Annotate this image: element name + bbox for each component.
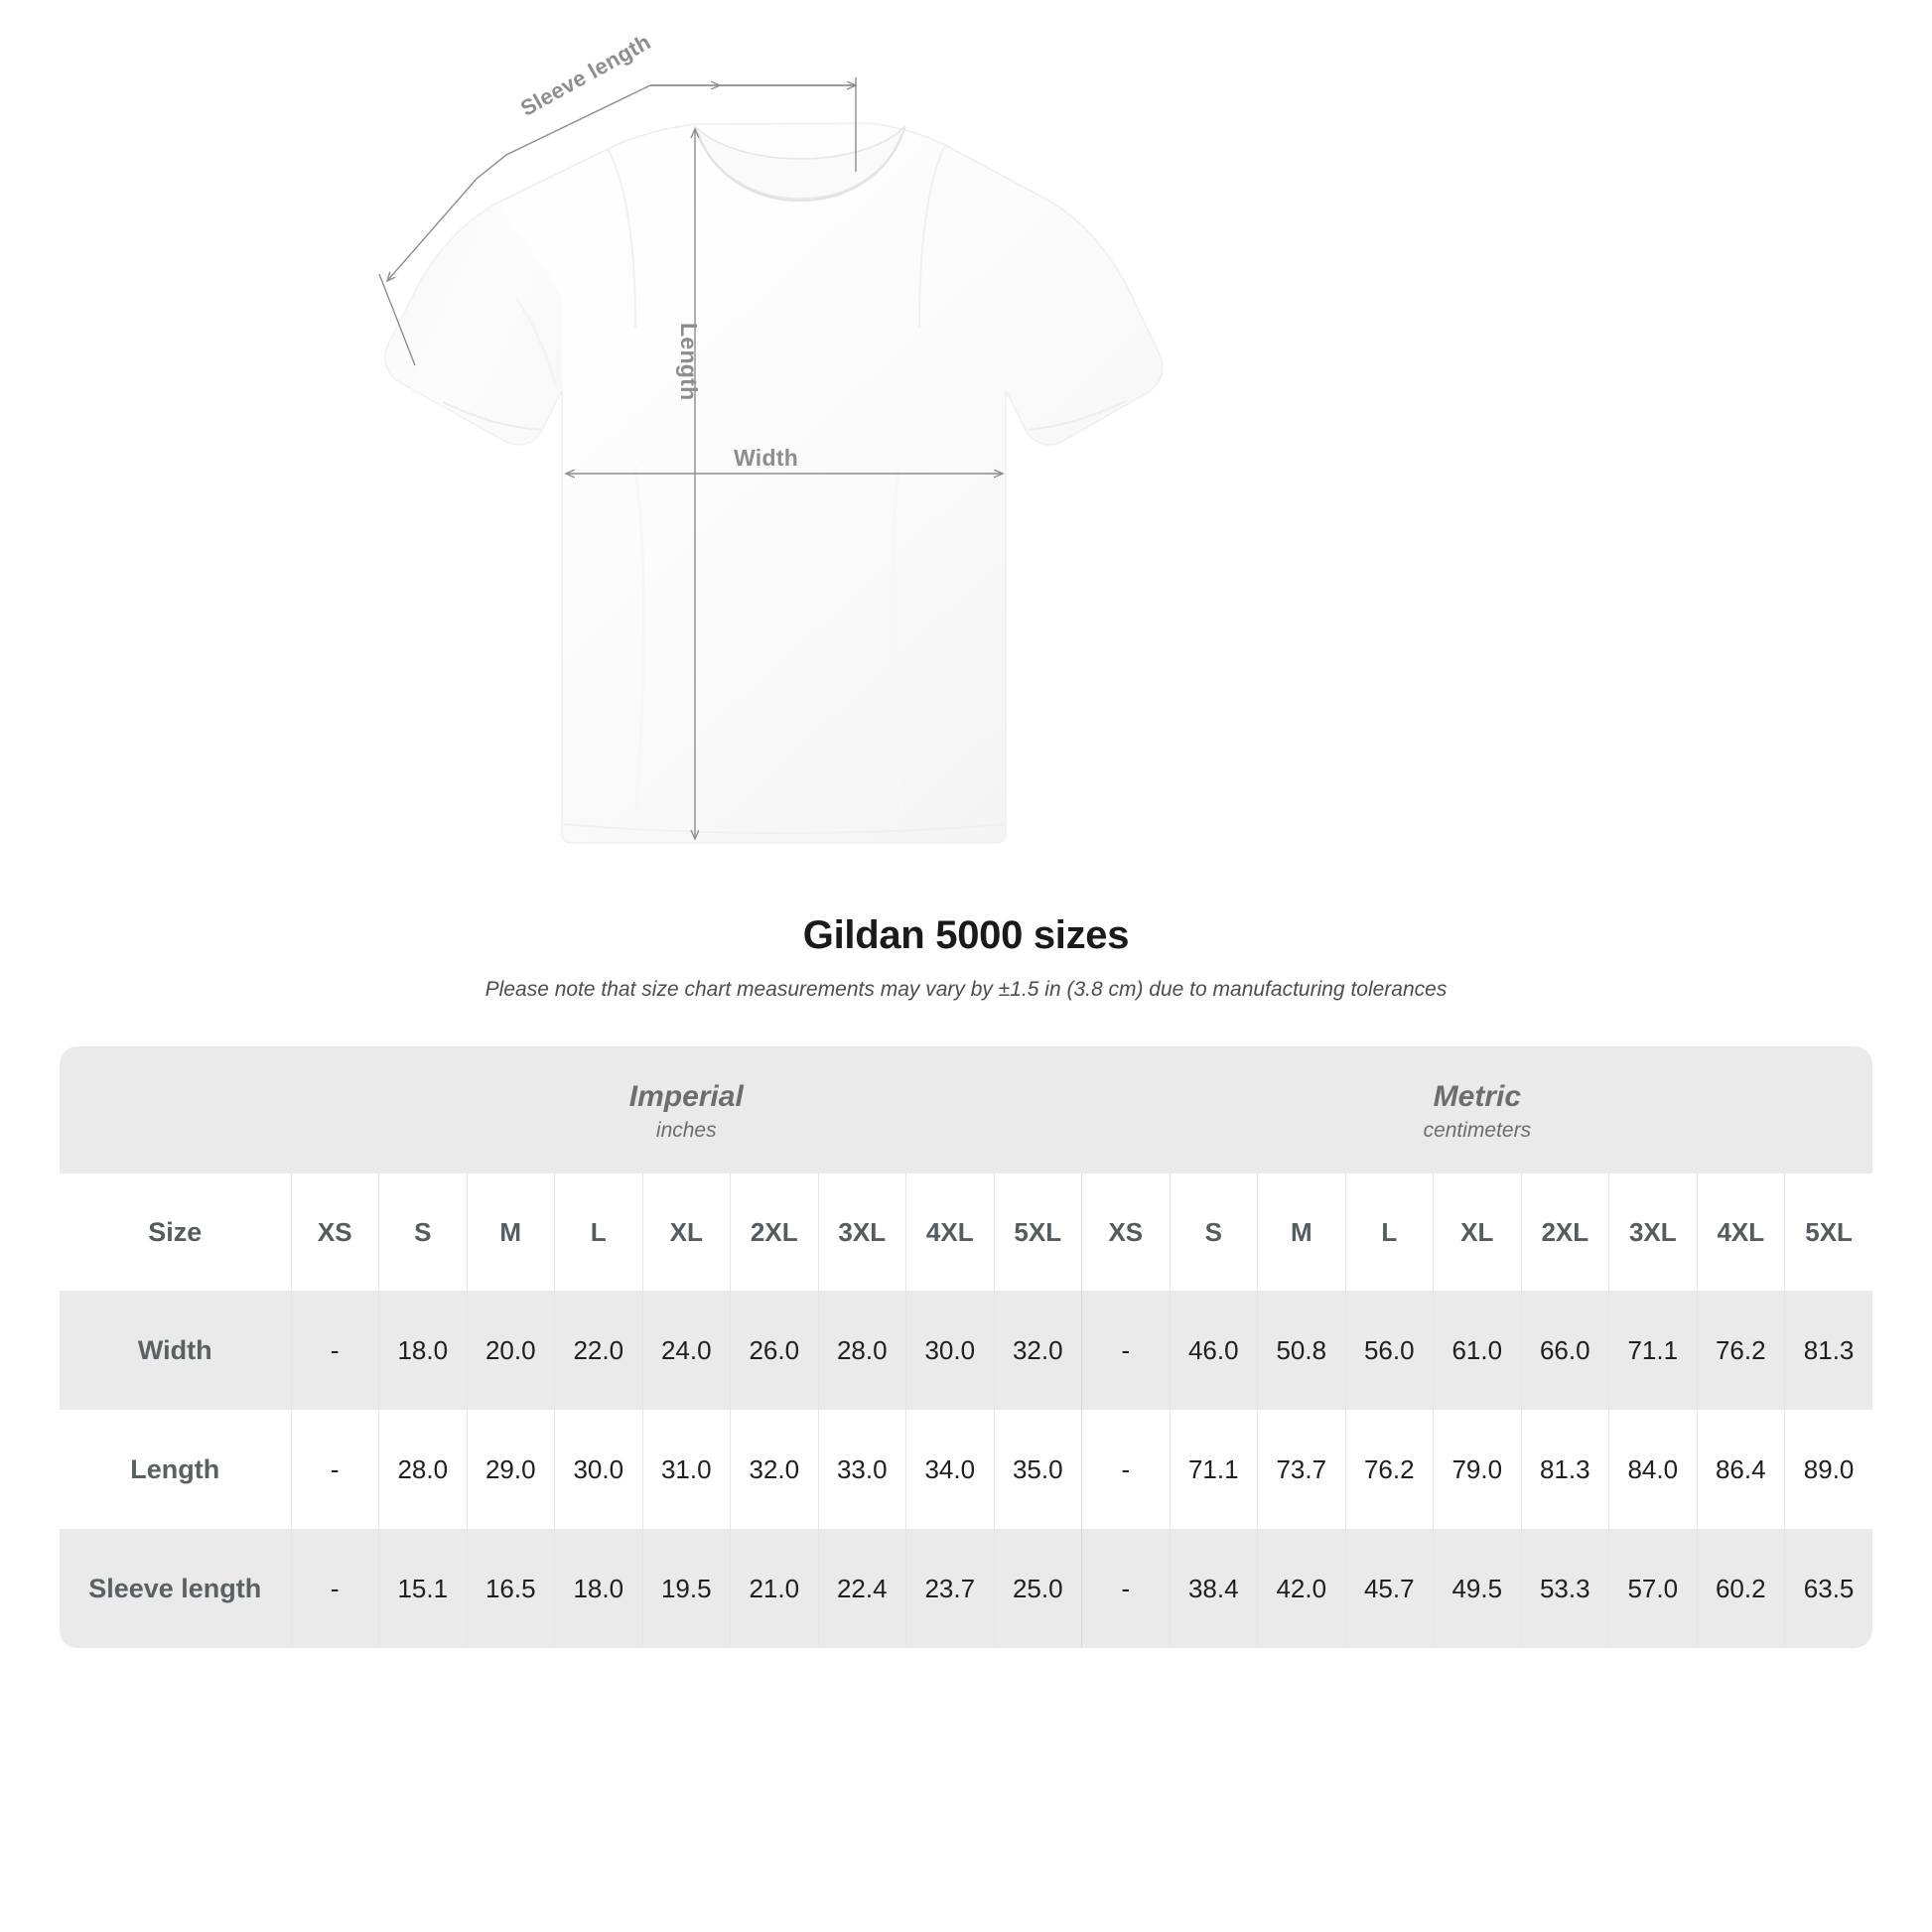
size-col-imperial-l: L xyxy=(554,1173,642,1291)
size-col-metric-5xl: 5XL xyxy=(1784,1173,1873,1291)
size-col-imperial-s: S xyxy=(378,1173,467,1291)
cell-width-met-4xl: 76.2 xyxy=(1696,1291,1785,1410)
size-col-metric-s: S xyxy=(1169,1173,1258,1291)
cell-sleeve-imp-xl: 19.5 xyxy=(641,1529,731,1648)
row-label-width: Width xyxy=(60,1291,291,1410)
size-col-metric-2xl: 2XL xyxy=(1520,1173,1609,1291)
length-label: Length xyxy=(676,323,702,401)
cell-width-imp-4xl: 30.0 xyxy=(905,1291,994,1410)
tshirt-diagram: Sleeve length Length Width xyxy=(0,0,1932,894)
cell-length-imp-l: 30.0 xyxy=(554,1410,642,1529)
title-block: Gildan 5000 sizes Please note that size … xyxy=(0,913,1932,1002)
cell-length-imp-5xl: 35.0 xyxy=(993,1410,1082,1529)
cell-width-imp-xl: 24.0 xyxy=(641,1291,731,1410)
width-label: Width xyxy=(734,445,799,471)
size-col-imperial-4xl: 4XL xyxy=(905,1173,994,1291)
cell-width-imp-s: 18.0 xyxy=(378,1291,467,1410)
cell-sleeve-met-l: 45.7 xyxy=(1344,1529,1434,1648)
cell-length-imp-2xl: 32.0 xyxy=(730,1410,818,1529)
size-col-metric-xl: XL xyxy=(1433,1173,1522,1291)
cell-sleeve-imp-2xl: 21.0 xyxy=(730,1529,818,1648)
page-subtitle: Please note that size chart measurements… xyxy=(484,978,1448,1001)
cell-sleeve-imp-xs: - xyxy=(290,1529,379,1648)
table-row: Length - 28.0 29.0 30.0 31.0 32.0 33.0 3… xyxy=(60,1410,1873,1529)
size-chart-table: Imperial inches Metric centimeters Size … xyxy=(60,1046,1873,1648)
cell-length-met-s: 71.1 xyxy=(1169,1410,1258,1529)
size-chart-table-wrap: Imperial inches Metric centimeters Size … xyxy=(60,1046,1873,1648)
cell-width-met-3xl: 71.1 xyxy=(1608,1291,1698,1410)
size-col-metric-l: L xyxy=(1344,1173,1434,1291)
cell-width-imp-5xl: 32.0 xyxy=(993,1291,1082,1410)
unit-header-metric: Metric centimeters xyxy=(1081,1046,1873,1173)
cell-sleeve-imp-4xl: 23.7 xyxy=(905,1529,994,1648)
unit-imperial-sub: inches xyxy=(655,1119,717,1142)
cell-sleeve-met-2xl: 53.3 xyxy=(1520,1529,1609,1648)
cell-width-met-m: 50.8 xyxy=(1257,1291,1346,1410)
page-title: Gildan 5000 sizes xyxy=(802,913,1130,957)
size-col-imperial-3xl: 3XL xyxy=(817,1173,906,1291)
cell-width-met-2xl: 66.0 xyxy=(1520,1291,1609,1410)
cell-length-imp-xs: - xyxy=(290,1410,379,1529)
cell-sleeve-met-4xl: 60.2 xyxy=(1696,1529,1785,1648)
size-col-metric-3xl: 3XL xyxy=(1608,1173,1698,1291)
cell-width-met-5xl: 81.3 xyxy=(1784,1291,1873,1410)
cell-sleeve-met-xl: 49.5 xyxy=(1433,1529,1522,1648)
cell-sleeve-imp-s: 15.1 xyxy=(378,1529,467,1648)
cell-length-met-2xl: 81.3 xyxy=(1520,1410,1609,1529)
cell-width-met-xl: 61.0 xyxy=(1433,1291,1522,1410)
unit-header-imperial: Imperial inches xyxy=(291,1046,1082,1173)
cell-length-met-xs: - xyxy=(1081,1410,1171,1529)
cell-length-imp-3xl: 33.0 xyxy=(817,1410,906,1529)
size-col-imperial-xl: XL xyxy=(641,1173,731,1291)
cell-sleeve-met-s: 38.4 xyxy=(1169,1529,1258,1648)
size-col-imperial-xs: XS xyxy=(290,1173,379,1291)
cell-sleeve-met-3xl: 57.0 xyxy=(1608,1529,1698,1648)
cell-width-met-xs: - xyxy=(1081,1291,1171,1410)
cell-length-met-4xl: 86.4 xyxy=(1696,1410,1785,1529)
cell-length-met-m: 73.7 xyxy=(1257,1410,1346,1529)
cell-sleeve-imp-l: 18.0 xyxy=(554,1529,642,1648)
cell-width-met-l: 56.0 xyxy=(1344,1291,1434,1410)
table-row: Width - 18.0 20.0 22.0 24.0 26.0 28.0 30… xyxy=(60,1291,1873,1410)
cell-sleeve-imp-3xl: 22.4 xyxy=(817,1529,906,1648)
row-label-sleeve-length: Sleeve length xyxy=(60,1529,291,1648)
size-col-imperial-5xl: 5XL xyxy=(993,1173,1082,1291)
cell-sleeve-imp-m: 16.5 xyxy=(466,1529,555,1648)
cell-width-imp-m: 20.0 xyxy=(466,1291,555,1410)
size-col-metric-xs: XS xyxy=(1081,1173,1171,1291)
unit-metric-sub: centimeters xyxy=(1423,1119,1532,1142)
size-header-row: Size XS S M L XL 2XL 3XL 4XL 5XL XS S M … xyxy=(60,1173,1873,1291)
size-header-label: Size xyxy=(60,1173,291,1291)
cell-length-imp-4xl: 34.0 xyxy=(905,1410,994,1529)
cell-length-imp-m: 29.0 xyxy=(466,1410,555,1529)
tshirt-body xyxy=(384,122,1164,844)
cell-width-imp-2xl: 26.0 xyxy=(730,1291,818,1410)
size-col-metric-4xl: 4XL xyxy=(1696,1173,1785,1291)
cell-sleeve-imp-5xl: 25.0 xyxy=(993,1529,1082,1648)
unit-header-blank xyxy=(60,1046,291,1173)
cell-length-imp-s: 28.0 xyxy=(378,1410,467,1529)
cell-width-imp-3xl: 28.0 xyxy=(817,1291,906,1410)
cell-length-imp-xl: 31.0 xyxy=(641,1410,731,1529)
cell-sleeve-met-xs: - xyxy=(1081,1529,1171,1648)
size-col-metric-m: M xyxy=(1257,1173,1346,1291)
cell-length-met-3xl: 84.0 xyxy=(1608,1410,1698,1529)
cell-length-met-xl: 79.0 xyxy=(1433,1410,1522,1529)
tshirt-illustration-svg xyxy=(378,77,1164,844)
cell-length-met-l: 76.2 xyxy=(1344,1410,1434,1529)
table-row: Sleeve length - 15.1 16.5 18.0 19.5 21.0… xyxy=(60,1529,1873,1648)
row-label-length: Length xyxy=(60,1410,291,1529)
size-col-imperial-2xl: 2XL xyxy=(730,1173,818,1291)
unit-header-row: Imperial inches Metric centimeters xyxy=(60,1046,1873,1173)
unit-imperial-name: Imperial xyxy=(628,1079,744,1113)
cell-width-imp-l: 22.0 xyxy=(554,1291,642,1410)
size-col-imperial-m: M xyxy=(466,1173,555,1291)
cell-width-met-s: 46.0 xyxy=(1169,1291,1258,1410)
unit-metric-name: Metric xyxy=(1433,1079,1522,1113)
measurement-guides xyxy=(378,77,1003,839)
cell-sleeve-met-5xl: 63.5 xyxy=(1784,1529,1873,1648)
cell-sleeve-met-m: 42.0 xyxy=(1257,1529,1346,1648)
cell-length-met-5xl: 89.0 xyxy=(1784,1410,1873,1529)
cell-width-imp-xs: - xyxy=(290,1291,379,1410)
